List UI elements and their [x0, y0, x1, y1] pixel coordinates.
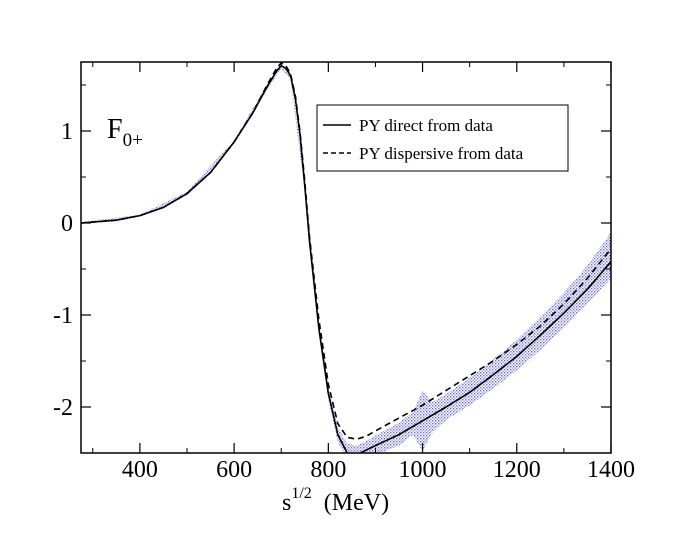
legend: PY direct from data PY dispersive from d… [316, 104, 569, 172]
y-tick-label: 0 [61, 211, 73, 237]
x-tick-label: 1200 [493, 457, 541, 483]
x-axis-title-main: s [282, 490, 291, 516]
x-axis-title-unit: (MeV) [324, 490, 389, 516]
x-tick-label: 1400 [587, 457, 635, 483]
panel-label: F0+ [107, 114, 143, 151]
series-line-dispersive [81, 62, 611, 441]
x-tick-label: 1000 [399, 457, 447, 483]
x-tick-label: 800 [310, 457, 346, 483]
panel-label-main: F [107, 114, 123, 145]
y-tick-label: 1 [61, 119, 73, 145]
panel-label-sub: 0+ [123, 130, 143, 151]
legend-box [316, 104, 569, 172]
legend-label-direct: PY direct from data [359, 116, 493, 135]
x-axis-title: s1/2 (MeV) [282, 485, 389, 516]
x-axis-title-sup: 1/2 [291, 485, 311, 502]
y-tick-label: -1 [53, 303, 73, 329]
y-tick-label: -2 [53, 395, 73, 421]
x-tick-label: 600 [216, 457, 252, 483]
legend-label-dispersive: PY dispersive from data [359, 144, 524, 163]
plot-frame [80, 61, 612, 454]
x-tick-label: 400 [122, 457, 158, 483]
